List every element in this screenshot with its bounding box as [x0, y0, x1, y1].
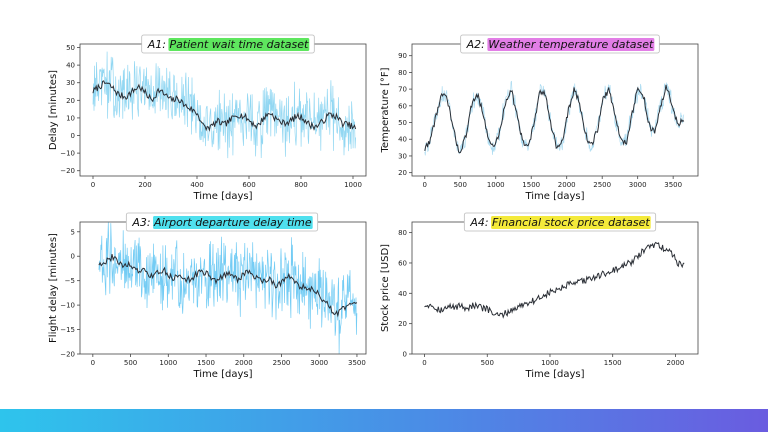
chart-title-box: A2: Weather temperature dataset: [460, 34, 660, 54]
y-tick-label: 30: [398, 152, 407, 160]
chart-title-prefix: A2:: [466, 38, 489, 51]
y-tick-label: 30: [66, 79, 75, 87]
x-tick-label: 1000: [159, 359, 177, 367]
x-tick-label: 2500: [273, 359, 291, 367]
y-axis-label: Stock price [USD]: [380, 244, 391, 332]
chart-title-box: A4: Financial stock price dataset: [463, 212, 657, 232]
y-tick-label: 40: [66, 62, 75, 70]
y-tick-label: −15: [60, 326, 75, 334]
x-tick-label: 400: [190, 181, 203, 189]
x-tick-label: 2000: [235, 359, 253, 367]
y-tick-label: 90: [398, 52, 407, 60]
y-tick-label: −20: [60, 167, 75, 175]
y-tick-label: 20: [398, 320, 407, 328]
x-tick-label: 0: [422, 359, 426, 367]
chart-title-text: Weather temperature dataset: [488, 38, 654, 51]
x-tick-label: 500: [481, 359, 494, 367]
series-smoothed-line: [98, 253, 358, 318]
chart-a1-patient-wait: 0 200 400 600 800 1000 −20 −10 0 10 20 30 40 50 Time […: [48, 34, 367, 202]
x-tick-label: 1000: [541, 359, 559, 367]
series-price-line: [424, 241, 685, 319]
plot-area: [424, 241, 685, 319]
y-tick-label: −5: [65, 277, 75, 285]
x-tick-label: 1500: [197, 359, 215, 367]
x-tick-label: 500: [124, 359, 137, 367]
x-tick-label: 3500: [664, 181, 682, 189]
x-tick-label: 3500: [348, 359, 366, 367]
x-tick-label: 3000: [310, 359, 328, 367]
y-tick-label: 60: [398, 102, 407, 110]
series-raw-line: [98, 222, 358, 354]
chart-a2-weather-temperature: 0 500 1000 1500 2000 2500 3000 3500 20 30 40 50 60 70…: [380, 34, 699, 202]
y-tick-label: −10: [60, 302, 75, 310]
x-tick-label: 800: [294, 181, 307, 189]
x-tick-label: 200: [138, 181, 151, 189]
x-tick-label: 0: [91, 359, 95, 367]
chart-a3-airport-delay: 0 500 1000 1500 2000 2500 3000 3500 −20 −15 −10 −5 0…: [48, 212, 367, 380]
x-tick-label: 2000: [667, 359, 685, 367]
y-axis-label: Flight delay [minutes]: [48, 233, 59, 343]
y-tick-label: 0: [71, 132, 75, 140]
y-tick-label: 10: [66, 114, 75, 122]
chart-title-text: Patient wait time dataset: [169, 38, 309, 51]
y-tick-label: −20: [60, 351, 75, 359]
y-tick-label: 5: [71, 228, 75, 236]
y-tick-label: 40: [398, 290, 407, 298]
x-axis-label: Time [days]: [192, 369, 252, 380]
x-tick-label: 1000: [344, 181, 362, 189]
chart-title-text: Financial stock price dataset: [492, 216, 650, 229]
chart-title: A4: Financial stock price dataset: [469, 216, 650, 229]
chart-title: A2: Weather temperature dataset: [466, 38, 654, 51]
plot-area: [98, 222, 358, 354]
x-tick-label: 0: [423, 181, 427, 189]
series-raw-line: [92, 51, 356, 159]
chart-title-prefix: A3:: [131, 216, 154, 229]
y-tick-label: −10: [60, 150, 75, 158]
plot-area: [424, 80, 685, 156]
y-tick-label: 20: [398, 169, 407, 177]
plot-area: [92, 51, 357, 159]
y-tick-label: 80: [398, 229, 407, 237]
chart-title-prefix: A4:: [469, 216, 492, 229]
chart-title-box: A3: Airport departure delay time: [125, 212, 319, 232]
chart-title: A3: Airport departure delay time: [131, 216, 312, 229]
y-axis-label: Temperature [°F]: [380, 67, 391, 153]
x-tick-label: 2000: [558, 181, 576, 189]
chart-title: A1: Patient wait time dataset: [147, 38, 309, 51]
x-axis-label: Time [days]: [524, 369, 584, 380]
y-tick-label: 50: [398, 119, 407, 127]
chart-a4-stock-price: 0 500 1000 1500 2000 0 20 40 60 80 Time [days] Stoc…: [380, 212, 699, 380]
y-tick-label: 0: [71, 253, 75, 261]
series-smoothed-line: [424, 84, 685, 154]
y-axis-label: Delay [minutes]: [48, 70, 59, 150]
y-tick-label: 70: [398, 86, 407, 94]
chart-title-box: A1: Patient wait time dataset: [141, 34, 315, 54]
y-tick-label: 60: [398, 259, 407, 267]
y-tick-label: 50: [66, 44, 75, 52]
x-tick-label: 0: [91, 181, 95, 189]
y-tick-label: 40: [398, 136, 407, 144]
x-axis-label: Time [days]: [524, 191, 584, 202]
x-tick-label: 500: [454, 181, 467, 189]
y-tick-label: 80: [398, 69, 407, 77]
x-tick-label: 600: [242, 181, 255, 189]
bottom-gradient-bar: [0, 409, 768, 432]
y-tick-label: 0: [403, 351, 407, 359]
y-tick-label: 20: [66, 97, 75, 105]
series-raw-line: [424, 80, 685, 156]
chart-title-prefix: A1:: [147, 38, 170, 51]
x-tick-label: 1500: [604, 359, 622, 367]
chart-title-text: Airport departure delay time: [153, 216, 312, 229]
x-tick-label: 3000: [629, 181, 647, 189]
series-smoothed-line: [92, 80, 357, 132]
x-tick-label: 1500: [522, 181, 540, 189]
axes-frame: [411, 43, 699, 177]
x-tick-label: 1000: [487, 181, 505, 189]
x-axis-label: Time [days]: [192, 191, 252, 202]
x-tick-label: 2500: [593, 181, 611, 189]
axes-frame: [411, 221, 699, 355]
